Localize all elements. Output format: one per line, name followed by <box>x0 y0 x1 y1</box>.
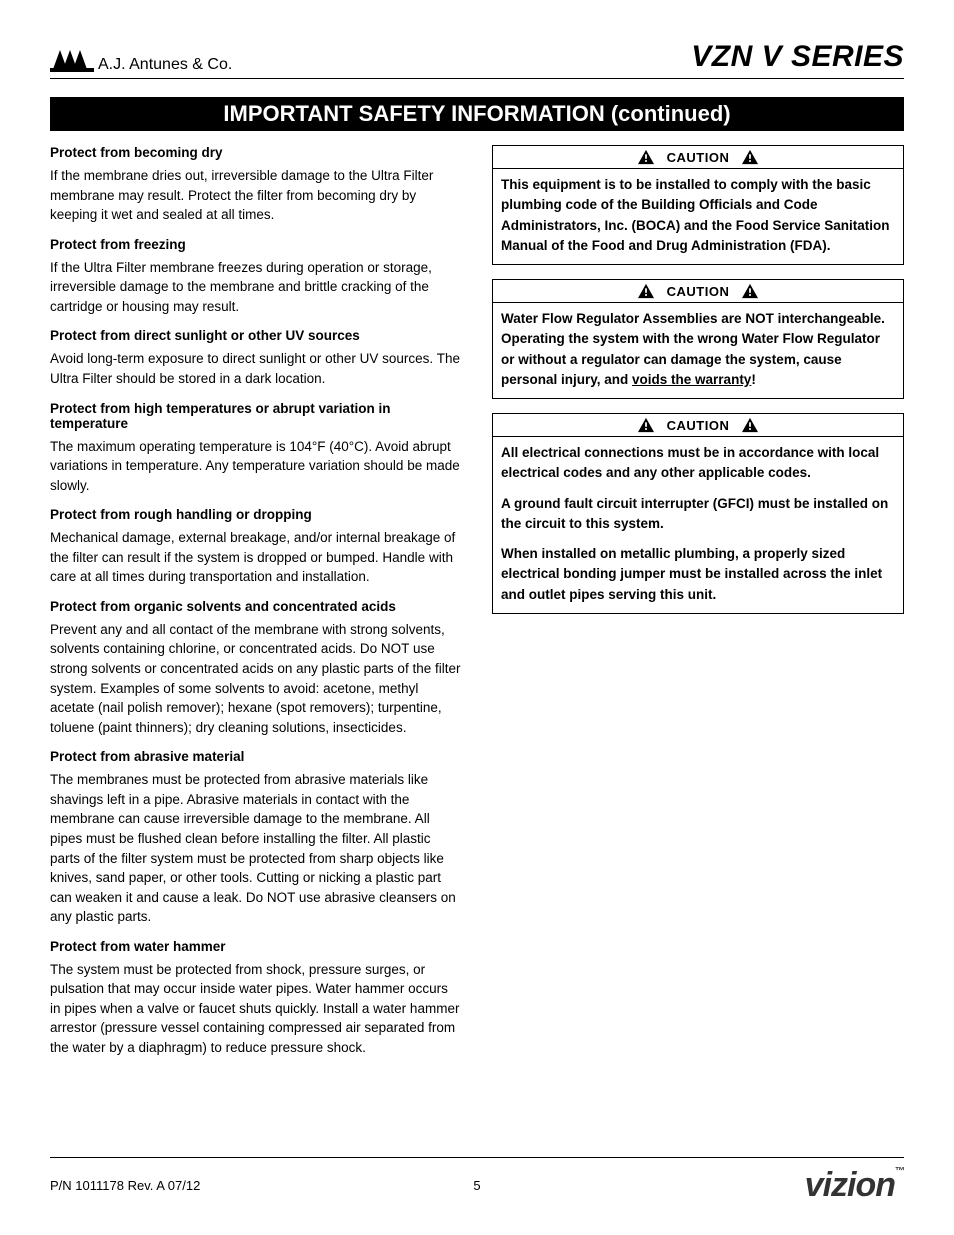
warning-icon <box>741 417 759 433</box>
caution-header: CAUTION <box>493 280 903 303</box>
caution-box: CAUTION All electrical connections must … <box>492 413 904 614</box>
section-banner: IMPORTANT SAFETY INFORMATION (continued) <box>50 97 904 131</box>
caution-label: CAUTION <box>667 150 730 165</box>
left-column: Protect from becoming dry If the membran… <box>50 145 462 1058</box>
caution-label: CAUTION <box>667 284 730 299</box>
caution-header: CAUTION <box>493 414 903 437</box>
page-header: A.J. Antunes & Co. VZN V SERIES <box>50 40 904 79</box>
series-title: VZN V SERIES <box>691 40 904 74</box>
caution-label: CAUTION <box>667 418 730 433</box>
page-footer: P/N 1011178 Rev. A 07/12 5 vizion™ <box>50 1157 904 1205</box>
caution-text: All electrical connections must be in ac… <box>501 443 895 484</box>
section-body: Prevent any and all contact of the membr… <box>50 620 462 737</box>
page-number: 5 <box>473 1178 480 1193</box>
warning-icon <box>637 149 655 165</box>
section-heading: Protect from rough handling or dropping <box>50 507 462 522</box>
section-body: The system must be protected from shock,… <box>50 960 462 1058</box>
caution-text: A ground fault circuit interrupter (GFCI… <box>501 494 895 535</box>
company-name: A.J. Antunes & Co. <box>98 56 232 74</box>
caution-header: CAUTION <box>493 146 903 169</box>
warning-icon <box>637 283 655 299</box>
section-body: If the membrane dries out, irreversible … <box>50 166 462 225</box>
section-body: If the Ultra Filter membrane freezes dur… <box>50 258 462 317</box>
section-heading: Protect from direct sunlight or other UV… <box>50 328 462 343</box>
section-heading: Protect from freezing <box>50 237 462 252</box>
caution-box: CAUTION This equipment is to be installe… <box>492 145 904 265</box>
caution-body: Water Flow Regulator Assemblies are NOT … <box>493 303 903 398</box>
section-body: Avoid long-term exposure to direct sunli… <box>50 349 462 388</box>
warning-icon <box>637 417 655 433</box>
section-heading: Protect from organic solvents and concen… <box>50 599 462 614</box>
section-body: Mechanical damage, external breakage, an… <box>50 528 462 587</box>
caution-body: All electrical connections must be in ac… <box>493 437 903 613</box>
right-column: CAUTION This equipment is to be installe… <box>492 145 904 1058</box>
section-heading: Protect from becoming dry <box>50 145 462 160</box>
caution-box: CAUTION Water Flow Regulator Assemblies … <box>492 279 904 399</box>
warning-icon <box>741 283 759 299</box>
content-columns: Protect from becoming dry If the membran… <box>50 145 904 1058</box>
caution-text: This equipment is to be installed to com… <box>501 175 895 256</box>
section-body: The maximum operating temperature is 104… <box>50 437 462 496</box>
caution-text: Water Flow Regulator Assemblies are NOT … <box>501 309 895 390</box>
section-heading: Protect from water hammer <box>50 939 462 954</box>
section-body: The membranes must be protected from abr… <box>50 770 462 927</box>
part-number: P/N 1011178 Rev. A 07/12 <box>50 1178 200 1193</box>
warning-icon <box>741 149 759 165</box>
caution-body: This equipment is to be installed to com… <box>493 169 903 264</box>
antunes-logo-icon <box>50 44 94 74</box>
section-heading: Protect from abrasive material <box>50 749 462 764</box>
caution-text: When installed on metallic plumbing, a p… <box>501 544 895 605</box>
vizion-logo: vizion™ <box>805 1166 904 1205</box>
company-logo: A.J. Antunes & Co. <box>50 44 232 74</box>
section-heading: Protect from high temperatures or abrupt… <box>50 401 462 431</box>
